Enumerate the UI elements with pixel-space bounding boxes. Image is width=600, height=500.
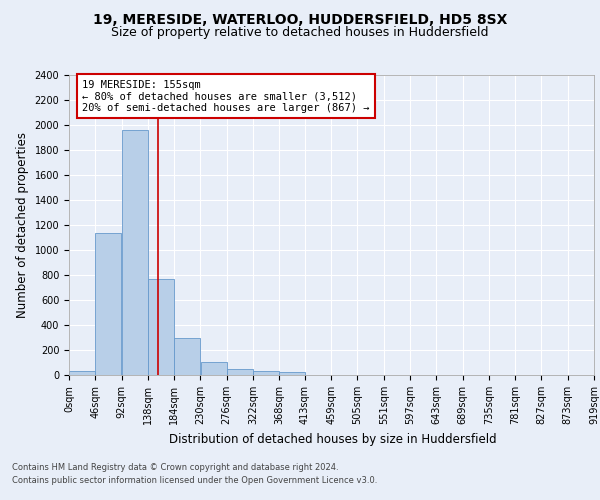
Bar <box>200 362 227 375</box>
Y-axis label: Number of detached properties: Number of detached properties <box>16 132 29 318</box>
Text: Distribution of detached houses by size in Huddersfield: Distribution of detached houses by size … <box>169 432 497 446</box>
Bar <box>280 372 305 375</box>
Bar <box>122 130 148 375</box>
Bar <box>253 370 279 375</box>
Text: Contains public sector information licensed under the Open Government Licence v3: Contains public sector information licen… <box>12 476 377 485</box>
Text: Contains HM Land Registry data © Crown copyright and database right 2024.: Contains HM Land Registry data © Crown c… <box>12 464 338 472</box>
Text: Size of property relative to detached houses in Huddersfield: Size of property relative to detached ho… <box>111 26 489 39</box>
Bar <box>174 338 200 375</box>
Bar <box>148 279 174 375</box>
Bar <box>69 370 95 375</box>
Text: 19, MERESIDE, WATERLOO, HUDDERSFIELD, HD5 8SX: 19, MERESIDE, WATERLOO, HUDDERSFIELD, HD… <box>93 12 507 26</box>
Text: 19 MERESIDE: 155sqm
← 80% of detached houses are smaller (3,512)
20% of semi-det: 19 MERESIDE: 155sqm ← 80% of detached ho… <box>82 80 370 112</box>
Bar <box>95 232 121 375</box>
Bar <box>227 370 253 375</box>
